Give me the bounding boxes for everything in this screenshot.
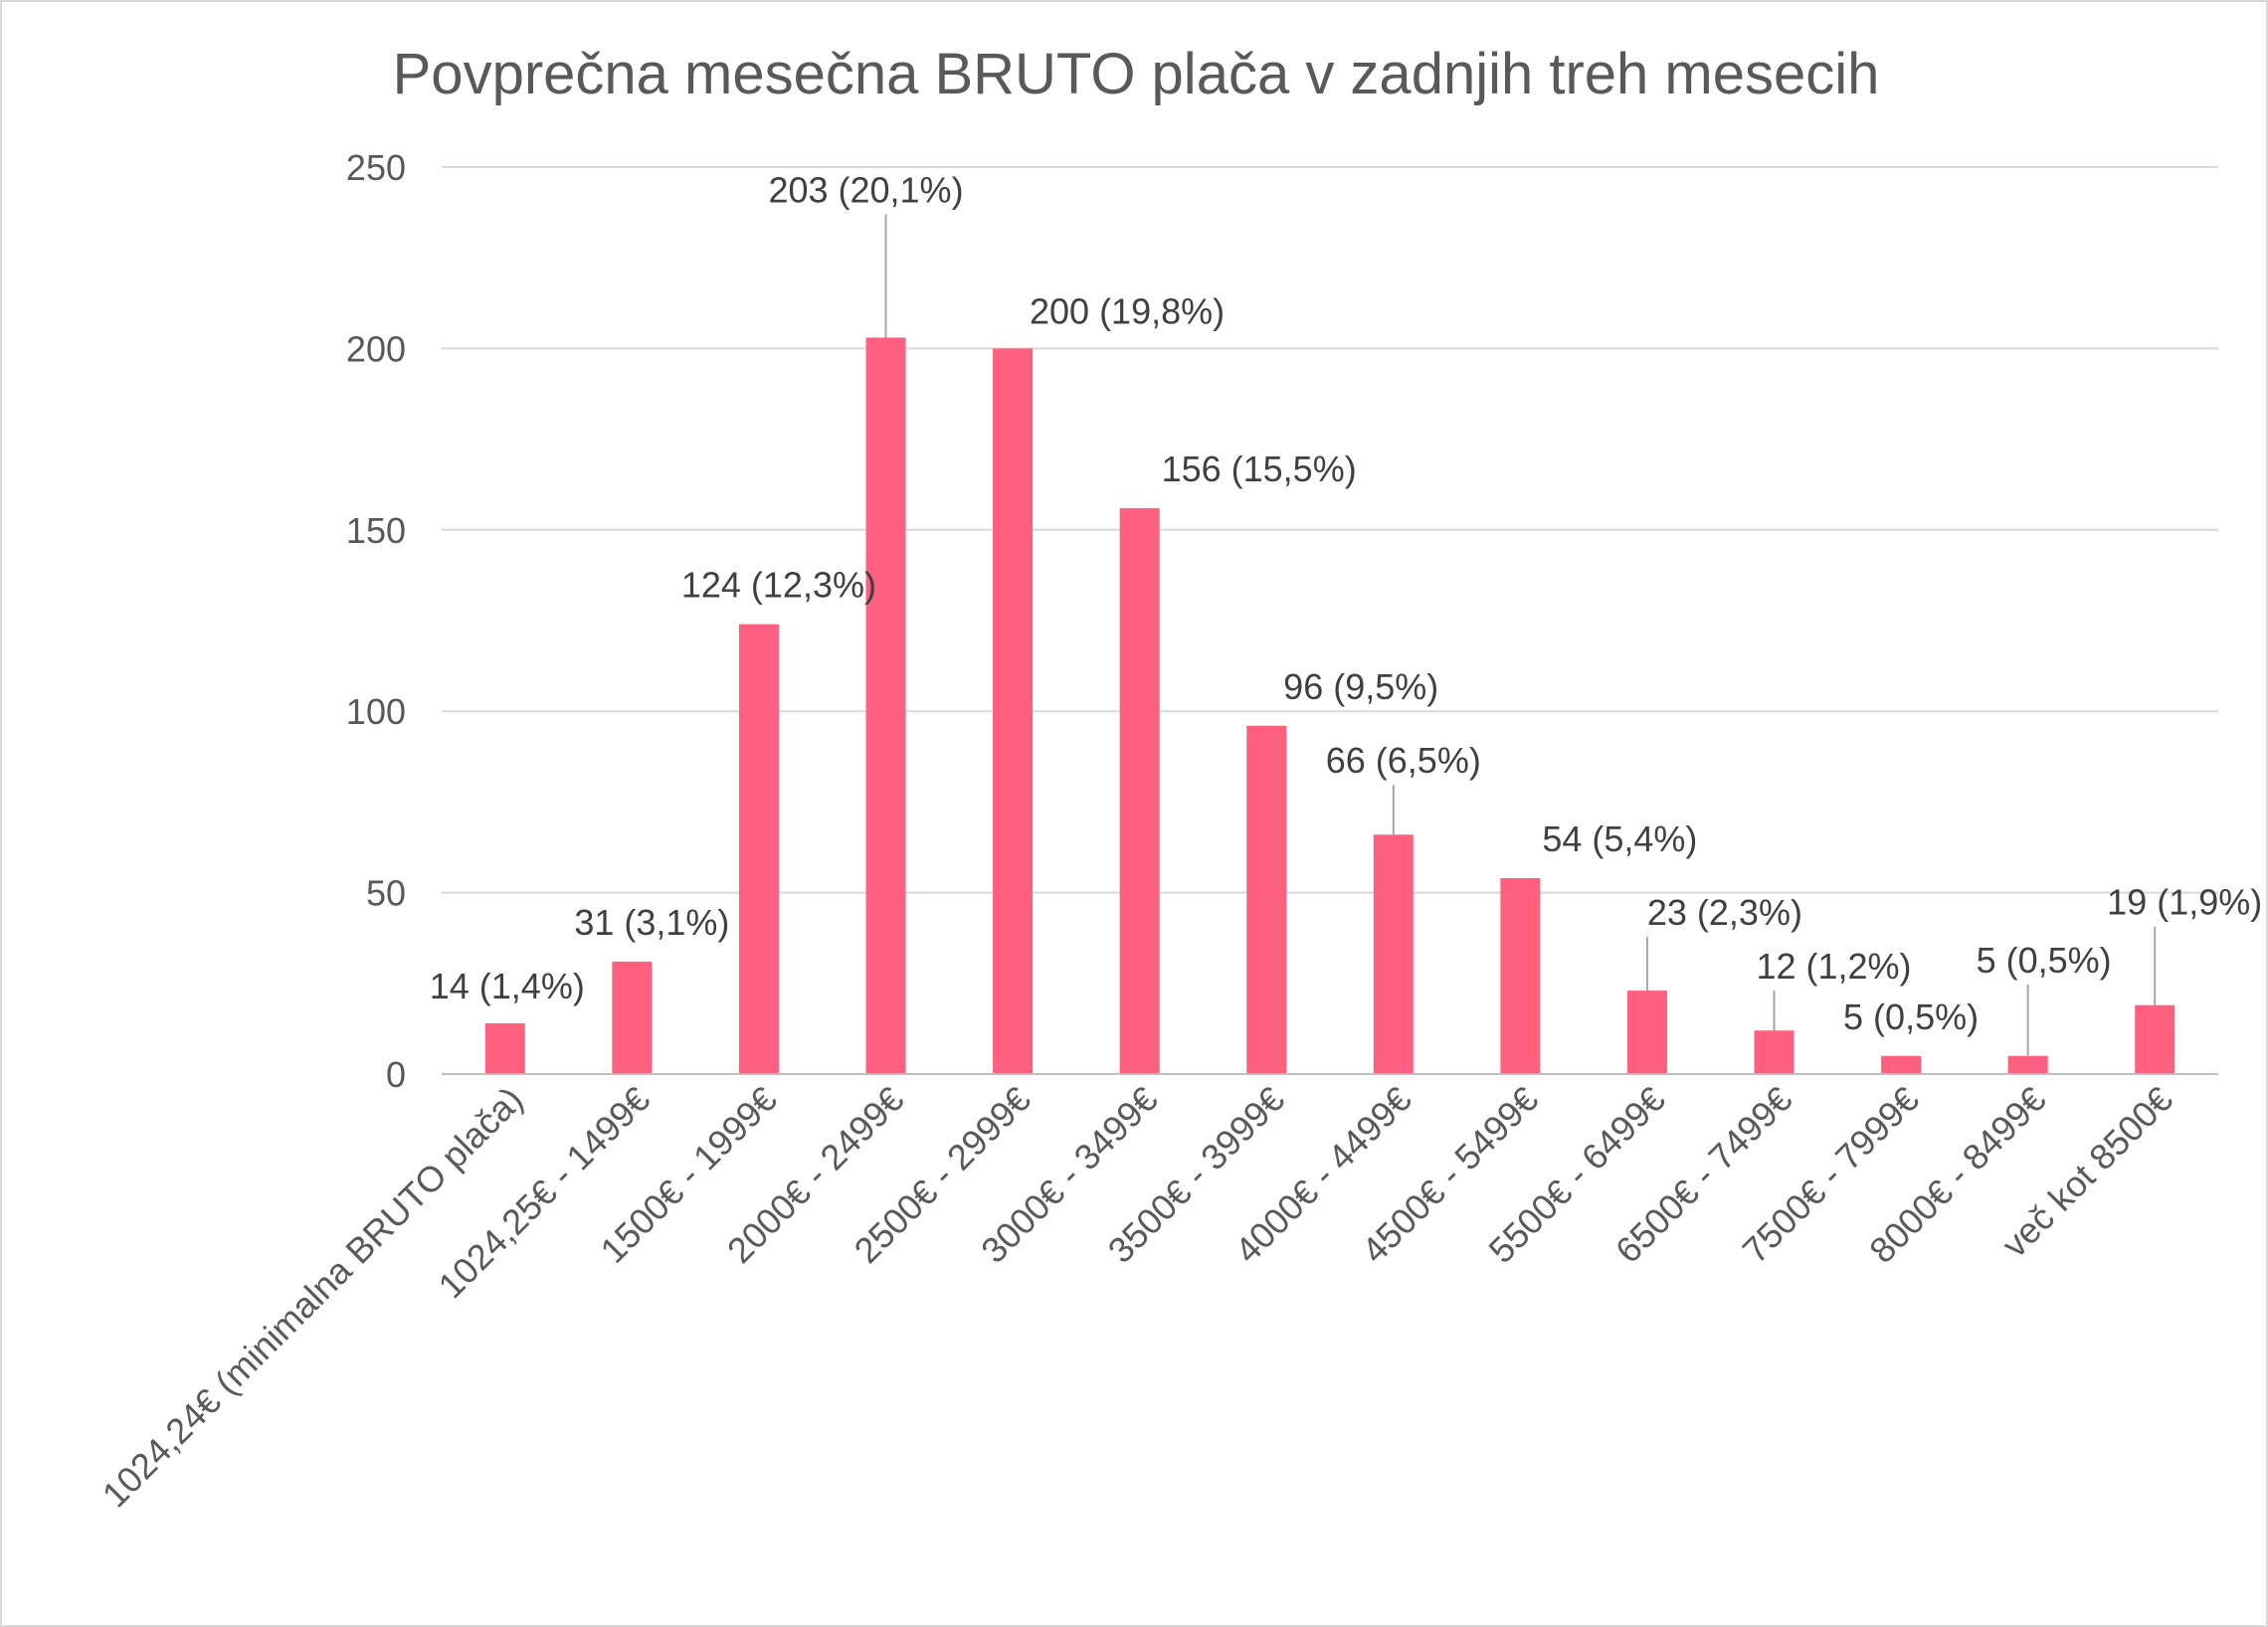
bar xyxy=(1500,878,1541,1074)
bar xyxy=(993,348,1034,1074)
data-label: 200 (19,8%) xyxy=(1030,290,1225,331)
gridlines xyxy=(442,166,2218,894)
bar xyxy=(1119,507,1160,1074)
y-tick-label: 0 xyxy=(386,1054,406,1095)
data-label: 31 (3,1%) xyxy=(574,902,729,943)
data-label: 23 (2,3%) xyxy=(1647,892,1802,933)
y-tick-label: 200 xyxy=(346,328,406,369)
leader-lines xyxy=(884,214,2157,1056)
data-label: 5 (0,5%) xyxy=(1977,940,2112,981)
data-label: 124 (12,3%) xyxy=(681,565,876,606)
bar xyxy=(738,624,779,1074)
chart-title: Povprečna mesečna BRUTO plača v zadnjih … xyxy=(393,42,1880,106)
bar xyxy=(1373,834,1414,1074)
data-label: 66 (6,5%) xyxy=(1326,740,1481,781)
category-labels: 1024,24€ (minimalna BRUTO plača)1024,25€… xyxy=(94,1079,2180,1516)
data-labels: 14 (1,4%) 31 (3,1%) 124 (12,3%) 203 (20,1%)… xyxy=(430,169,2263,1036)
bars xyxy=(484,337,2175,1074)
bar xyxy=(1881,1055,1922,1074)
bar xyxy=(484,1022,525,1074)
data-label: 12 (1,2%) xyxy=(1756,946,1911,987)
data-label: 156 (15,5%) xyxy=(1162,449,1357,489)
bar xyxy=(2135,1004,2175,1074)
bar xyxy=(865,337,906,1074)
data-label: 54 (5,4%) xyxy=(1542,818,1697,859)
y-axis-ticks: 0 50 100 150 200 250 xyxy=(346,147,406,1095)
data-label: 96 (9,5%) xyxy=(1283,666,1438,707)
data-label: 203 (20,1%) xyxy=(768,169,963,210)
y-tick-label: 50 xyxy=(366,873,406,914)
y-tick-label: 100 xyxy=(346,691,406,732)
data-label: 19 (1,9%) xyxy=(2107,882,2262,923)
bar xyxy=(1754,1030,1795,1074)
y-tick-label: 150 xyxy=(346,510,406,551)
y-tick-label: 250 xyxy=(346,147,406,188)
data-label: 5 (0,5%) xyxy=(1843,996,1979,1037)
bar xyxy=(1246,725,1287,1074)
bar xyxy=(2007,1055,2048,1074)
bar xyxy=(612,961,653,1074)
data-label: 14 (1,4%) xyxy=(430,966,585,1006)
bar xyxy=(1626,991,1667,1074)
x-tick-label: 1024,25€ - 1499€ xyxy=(430,1079,658,1307)
